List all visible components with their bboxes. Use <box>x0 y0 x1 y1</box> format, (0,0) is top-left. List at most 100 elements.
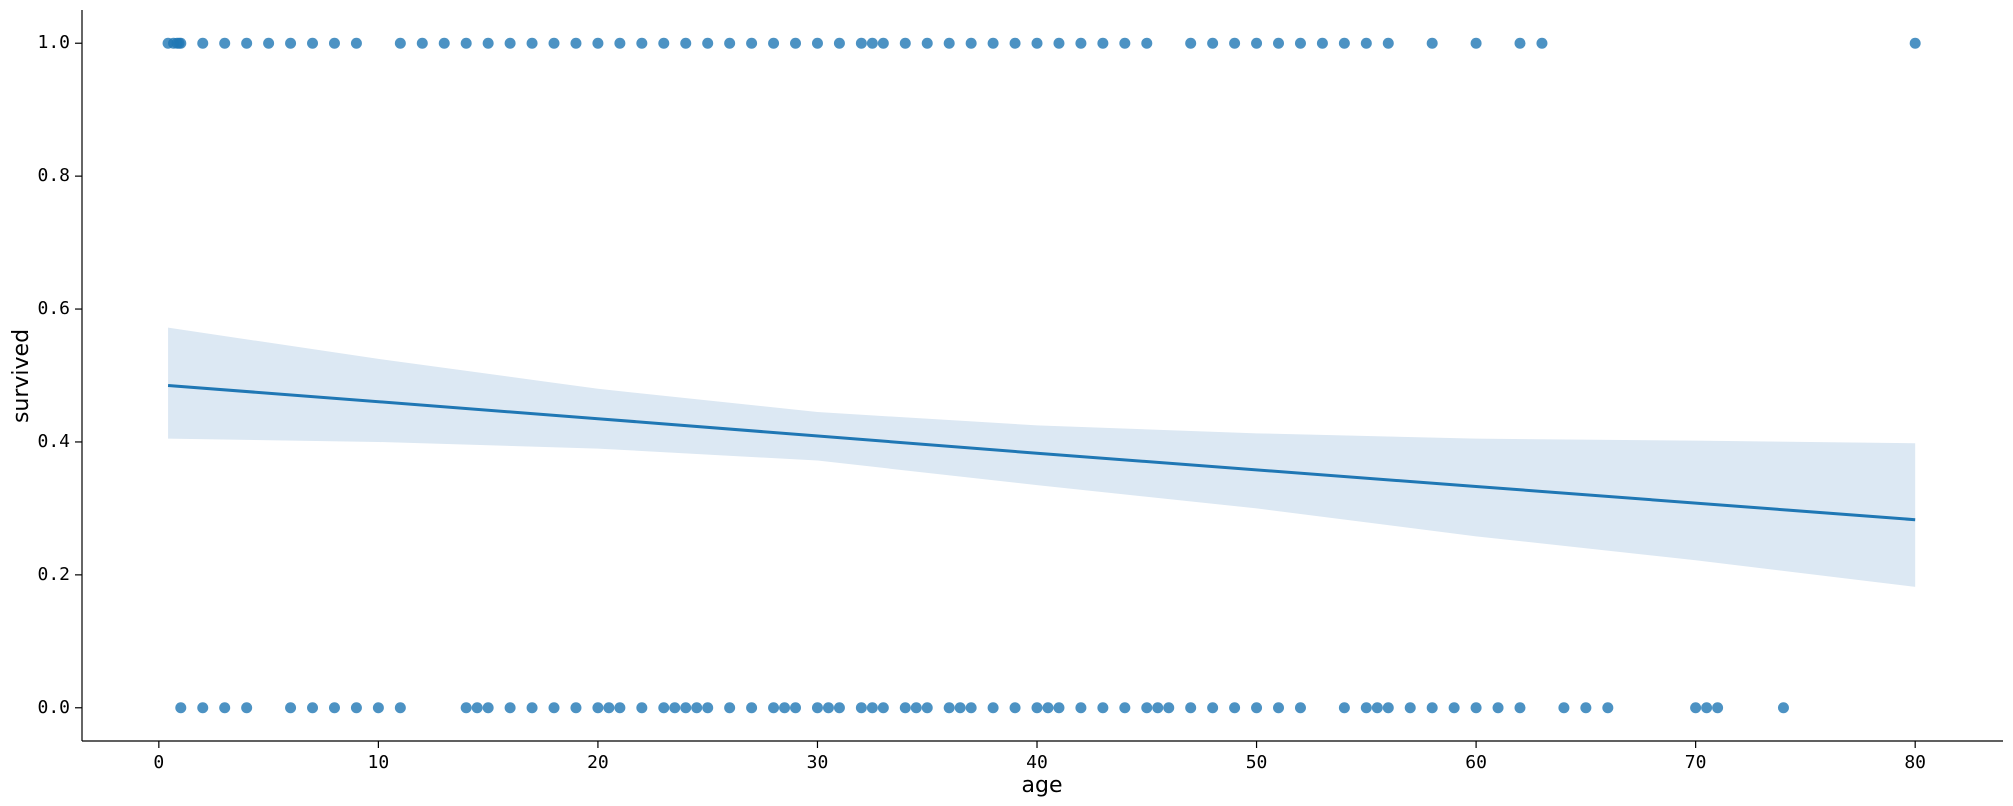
data-point <box>899 702 911 714</box>
data-point <box>1448 702 1460 714</box>
data-point <box>987 702 999 714</box>
data-point <box>691 702 703 714</box>
data-point <box>768 37 780 49</box>
data-point <box>614 37 626 49</box>
data-point <box>1536 37 1548 49</box>
data-point <box>790 37 802 49</box>
data-point <box>1141 702 1153 714</box>
y-tick-label: 0.0 <box>37 697 70 718</box>
data-point <box>1382 702 1394 714</box>
data-point <box>1042 702 1054 714</box>
data-point <box>866 702 878 714</box>
data-point <box>833 702 845 714</box>
data-point <box>768 702 780 714</box>
data-point <box>175 702 187 714</box>
data-point <box>724 37 736 49</box>
data-point <box>1602 702 1614 714</box>
data-point <box>746 702 758 714</box>
data-point <box>285 702 297 714</box>
data-point <box>965 702 977 714</box>
data-point <box>1031 37 1043 49</box>
data-point <box>1229 702 1241 714</box>
y-tick-label: 0.4 <box>37 431 70 452</box>
data-point <box>1426 702 1438 714</box>
data-point <box>1053 37 1065 49</box>
data-point <box>811 702 823 714</box>
data-point <box>175 37 187 49</box>
data-point <box>482 702 494 714</box>
data-point <box>779 702 791 714</box>
y-axis-label: survived <box>9 329 34 423</box>
data-point <box>680 702 692 714</box>
data-point <box>350 37 362 49</box>
data-point <box>702 37 714 49</box>
y-tick-label: 1.0 <box>37 32 70 53</box>
data-point <box>1701 702 1713 714</box>
data-point <box>328 37 340 49</box>
data-point <box>570 37 582 49</box>
data-point <box>504 37 516 49</box>
data-point <box>1075 702 1087 714</box>
y-tick-label: 0.6 <box>37 298 70 319</box>
data-point <box>822 702 834 714</box>
data-point <box>1382 37 1394 49</box>
data-point <box>1404 702 1416 714</box>
data-point <box>416 37 428 49</box>
data-point <box>1338 37 1350 49</box>
data-point <box>1316 37 1328 49</box>
data-point <box>1185 702 1197 714</box>
data-point <box>1075 37 1087 49</box>
data-point <box>460 37 472 49</box>
data-point <box>1163 702 1175 714</box>
data-point <box>921 37 933 49</box>
data-point <box>1371 702 1383 714</box>
data-point <box>1514 702 1526 714</box>
data-point <box>833 37 845 49</box>
data-point <box>746 37 758 49</box>
data-point <box>1009 702 1021 714</box>
data-point <box>219 37 231 49</box>
data-point <box>1097 37 1109 49</box>
data-point <box>658 37 670 49</box>
data-point <box>943 702 955 714</box>
data-point <box>1119 702 1131 714</box>
data-point <box>394 37 406 49</box>
data-point <box>548 37 560 49</box>
data-point <box>526 37 538 49</box>
data-point <box>1294 37 1306 49</box>
data-point <box>1009 37 1021 49</box>
data-point <box>1251 702 1263 714</box>
data-point <box>1712 702 1724 714</box>
data-point <box>1690 702 1702 714</box>
data-point <box>910 702 922 714</box>
data-point <box>899 37 911 49</box>
y-tick-label: 0.2 <box>37 564 70 585</box>
data-point <box>855 37 867 49</box>
data-point <box>866 37 878 49</box>
data-point <box>570 702 582 714</box>
data-point <box>1141 37 1153 49</box>
regression-line <box>167 383 1916 522</box>
data-point <box>394 702 406 714</box>
data-point <box>592 702 604 714</box>
data-point <box>197 702 209 714</box>
data-point <box>219 702 231 714</box>
data-point <box>1229 37 1241 49</box>
data-point <box>1119 37 1131 49</box>
x-tick-label: 70 <box>1685 752 1707 773</box>
data-point <box>603 702 615 714</box>
data-point <box>1251 37 1263 49</box>
data-point <box>790 702 802 714</box>
data-point <box>669 702 681 714</box>
data-point <box>855 702 867 714</box>
x-tick-label: 60 <box>1465 752 1487 773</box>
data-point <box>307 37 319 49</box>
data-point <box>526 702 538 714</box>
data-point <box>241 702 253 714</box>
data-point <box>1097 702 1109 714</box>
data-point <box>1558 702 1570 714</box>
x-tick-label: 30 <box>807 752 829 773</box>
data-point <box>372 702 384 714</box>
data-point <box>1207 37 1219 49</box>
